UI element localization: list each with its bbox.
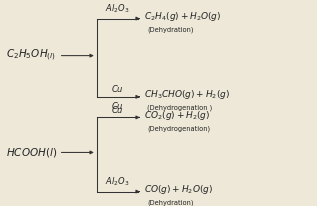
Text: $Cu$: $Cu$ (111, 100, 124, 111)
Text: (Dehydrogenation): (Dehydrogenation) (147, 125, 210, 132)
Text: (Dehydration): (Dehydration) (147, 27, 194, 33)
Text: $CO(g) + H_2O(g)$: $CO(g) + H_2O(g)$ (144, 183, 213, 196)
Text: $C_2H_5OH_{(l)}$: $C_2H_5OH_{(l)}$ (6, 48, 56, 63)
Text: $Cu$: $Cu$ (111, 83, 124, 94)
Text: (Dehydration): (Dehydration) (147, 200, 194, 206)
Text: $Cu$: $Cu$ (111, 104, 124, 115)
Text: $Al_2O_3$: $Al_2O_3$ (105, 3, 129, 15)
Text: $CH_3CHO(g) + H_2(g)$: $CH_3CHO(g) + H_2(g)$ (144, 88, 230, 101)
Text: (Dehydrogenation ): (Dehydrogenation ) (147, 105, 213, 111)
Text: $HCOOH(l)$: $HCOOH(l)$ (6, 146, 58, 159)
Text: $C_2H_4(g) + H_2O(g)$: $C_2H_4(g) + H_2O(g)$ (144, 10, 222, 23)
Text: $CO_2(g) + H_2(g)$: $CO_2(g) + H_2(g)$ (144, 109, 210, 122)
Text: $Al_2O_3$: $Al_2O_3$ (105, 176, 129, 188)
